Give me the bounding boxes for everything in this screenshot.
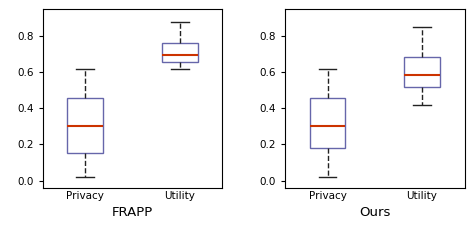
X-axis label: Ours: Ours [359, 206, 391, 219]
PathPatch shape [162, 44, 198, 62]
X-axis label: FRAPP: FRAPP [112, 206, 153, 219]
PathPatch shape [310, 98, 346, 148]
PathPatch shape [404, 57, 440, 87]
PathPatch shape [67, 98, 103, 153]
